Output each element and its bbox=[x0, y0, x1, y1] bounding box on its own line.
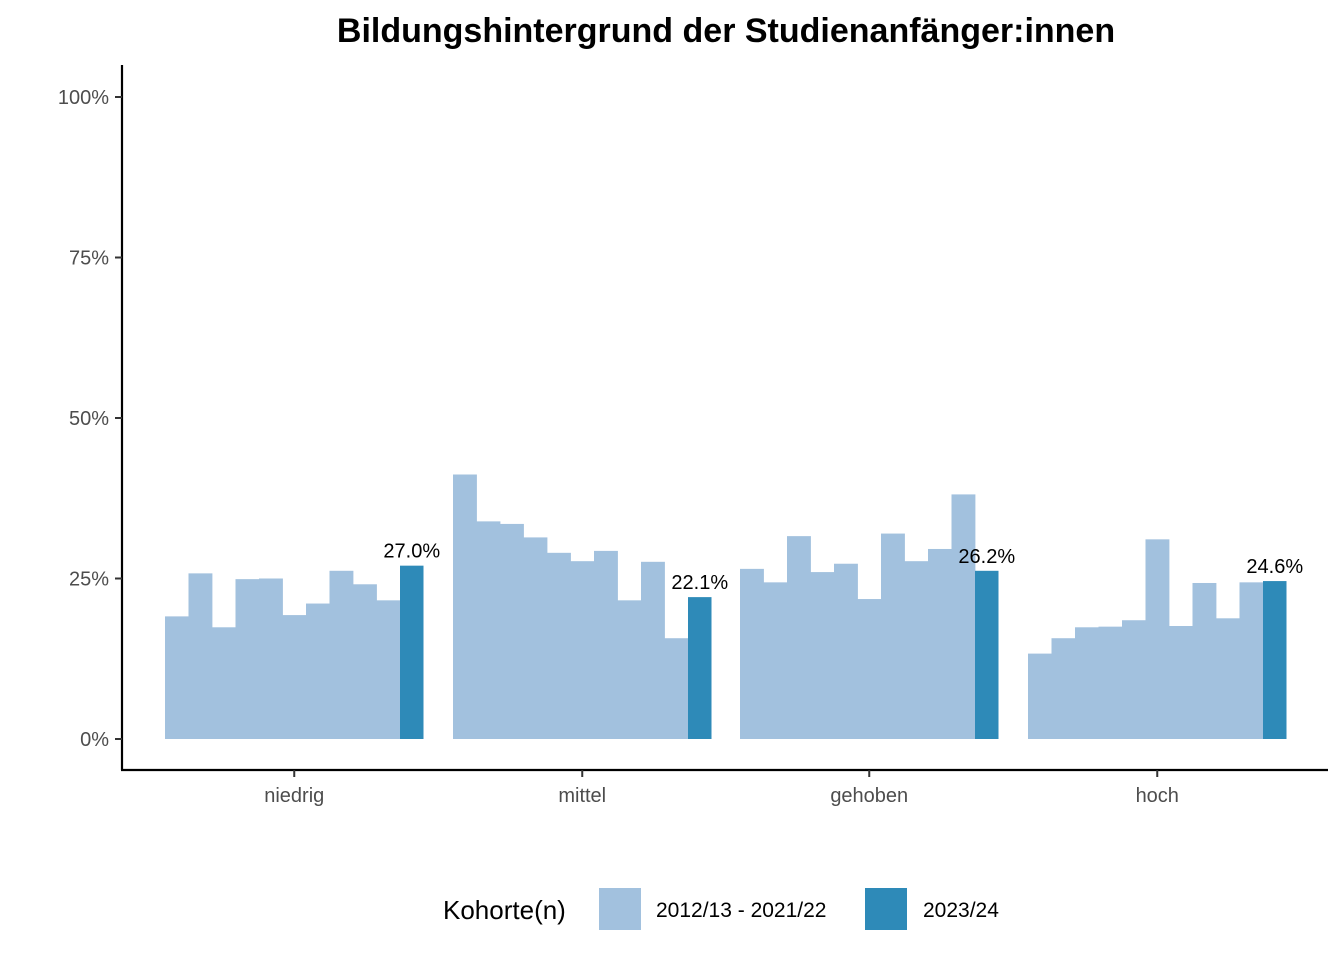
x-tick-label-gehoben: gehoben bbox=[830, 785, 908, 807]
bar-hoch-historic-5 bbox=[1122, 620, 1146, 739]
bar-gehoben-historic-7 bbox=[881, 533, 905, 739]
bar-niedrig-historic-9 bbox=[353, 584, 377, 739]
bar-gehoben-historic-9 bbox=[928, 548, 952, 739]
value-labels: 27.0% 22.1% 26.2% 24.6% bbox=[383, 541, 1303, 594]
bar-hoch-current bbox=[1263, 581, 1287, 739]
y-tick-label: 75% bbox=[69, 248, 109, 270]
bar-niedrig-historic-1 bbox=[165, 616, 189, 739]
bar-niedrig-historic-10 bbox=[376, 600, 401, 739]
value-label-niedrig: 27.0% bbox=[383, 541, 440, 563]
bar-niedrig-historic-4 bbox=[235, 579, 260, 739]
bar-niedrig-historic-5 bbox=[259, 578, 283, 739]
bar-hoch-historic-4 bbox=[1098, 626, 1123, 739]
y-tick-label: 0% bbox=[80, 729, 109, 751]
bar-mittel-historic-7 bbox=[594, 550, 618, 739]
bar-mittel-historic-8 bbox=[617, 600, 642, 739]
bar-mittel-historic-2 bbox=[476, 521, 501, 739]
chart-title: Bildungshintergrund der Studienanfänger:… bbox=[337, 12, 1115, 50]
legend-label-historic: 2012/13 - 2021/22 bbox=[656, 899, 826, 922]
bar-niedrig-historic-3 bbox=[212, 627, 236, 739]
bar-gehoben-historic-5 bbox=[834, 563, 858, 739]
bar-gehoben-current bbox=[975, 570, 999, 739]
bar-mittel-historic-9 bbox=[641, 561, 665, 739]
bar-niedrig-historic-7 bbox=[306, 603, 330, 739]
bar-gehoben-historic-3 bbox=[787, 536, 811, 739]
x-axis: niedrig mittel gehoben hoch bbox=[121, 768, 1328, 807]
legend: Kohorte(n) 2012/13 - 2021/22 2023/24 bbox=[443, 888, 999, 930]
bar-mittel-historic-10 bbox=[664, 638, 689, 739]
bar-gehoben-historic-4 bbox=[810, 572, 835, 739]
bar-niedrig-historic-6 bbox=[282, 615, 307, 739]
legend-label-current: 2023/24 bbox=[923, 899, 999, 922]
y-tick-label: 25% bbox=[69, 569, 109, 591]
x-tick-label-mittel: mittel bbox=[558, 785, 606, 807]
bar-mittel-historic-3 bbox=[500, 523, 524, 739]
bar-hoch-historic-9 bbox=[1216, 618, 1240, 739]
bar-gehoben-historic-8 bbox=[904, 561, 929, 739]
y-axis: 0% 25% 50% 75% 100% bbox=[58, 65, 124, 770]
value-label-mittel: 22.1% bbox=[671, 572, 728, 594]
bars-layer bbox=[165, 474, 1287, 739]
x-tick-label-niedrig: niedrig bbox=[264, 785, 324, 807]
bar-hoch-historic-1 bbox=[1028, 653, 1052, 739]
bar-gehoben-historic-1 bbox=[740, 568, 764, 739]
bar-gehoben-historic-2 bbox=[763, 582, 788, 739]
bar-hoch-historic-2 bbox=[1051, 638, 1076, 739]
bar-mittel-historic-5 bbox=[547, 552, 571, 739]
value-label-gehoben: 26.2% bbox=[958, 546, 1015, 568]
bar-hoch-historic-6 bbox=[1145, 539, 1170, 739]
bar-mittel-historic-6 bbox=[570, 561, 595, 739]
bar-mittel-current bbox=[688, 597, 712, 739]
bar-gehoben-historic-6 bbox=[857, 599, 882, 739]
bar-mittel-historic-1 bbox=[453, 474, 477, 739]
legend-swatch-current bbox=[865, 888, 907, 930]
bar-mittel-historic-4 bbox=[523, 537, 548, 739]
bar-niedrig-current bbox=[400, 565, 424, 739]
bar-hoch-historic-10 bbox=[1239, 582, 1264, 739]
bar-gehoben-historic-10 bbox=[951, 494, 976, 739]
legend-swatch-historic bbox=[599, 888, 641, 930]
legend-title: Kohorte(n) bbox=[443, 895, 566, 925]
bar-niedrig-historic-8 bbox=[329, 570, 354, 739]
value-label-hoch: 24.6% bbox=[1246, 556, 1303, 578]
bar-hoch-historic-7 bbox=[1169, 626, 1193, 739]
x-tick-label-hoch: hoch bbox=[1136, 785, 1179, 807]
y-tick-label: 50% bbox=[69, 408, 109, 430]
bar-hoch-historic-8 bbox=[1192, 582, 1217, 739]
bar-niedrig-historic-2 bbox=[188, 573, 213, 739]
y-tick-label: 100% bbox=[58, 87, 109, 109]
bar-hoch-historic-3 bbox=[1075, 627, 1099, 739]
